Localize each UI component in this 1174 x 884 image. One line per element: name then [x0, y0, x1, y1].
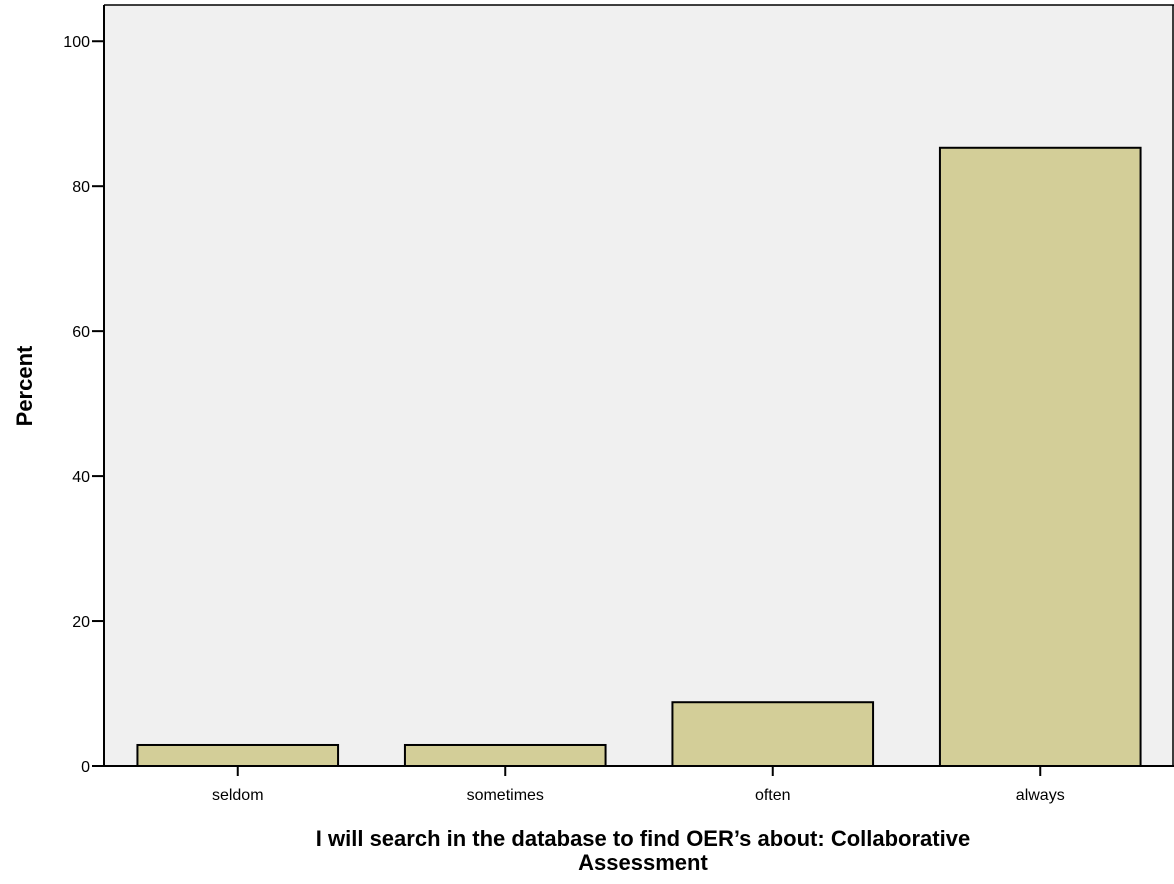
bar-sometimes: [403, 743, 607, 768]
y-tick-label: 0: [81, 759, 90, 776]
y-tick-label: 60: [72, 324, 90, 341]
bar-always: [938, 146, 1142, 768]
x-axis-title-line-1: I will search in the database to find OE…: [316, 826, 970, 851]
y-axis-title: Percent: [12, 345, 37, 426]
x-tick-label-always: always: [1016, 787, 1065, 804]
x-tick-label-seldom: seldom: [212, 787, 264, 804]
y-tick-label: 80: [72, 179, 90, 196]
bar-seldom: [136, 743, 340, 768]
y-tick-label: 40: [72, 469, 90, 486]
bars-group: [136, 146, 1142, 768]
x-tick-label-often: often: [755, 787, 791, 804]
x-ticks-group: seldom sometimes often always: [212, 766, 1065, 804]
y-tick-label: 20: [72, 614, 90, 631]
bar-often: [671, 701, 875, 767]
x-axis-title-line-2: Assessment: [578, 850, 708, 875]
x-tick-label-sometimes: sometimes: [467, 787, 544, 804]
y-tick-label: 100: [63, 34, 90, 51]
y-ticks-group: 0 20 40 60 80 100: [63, 34, 104, 776]
